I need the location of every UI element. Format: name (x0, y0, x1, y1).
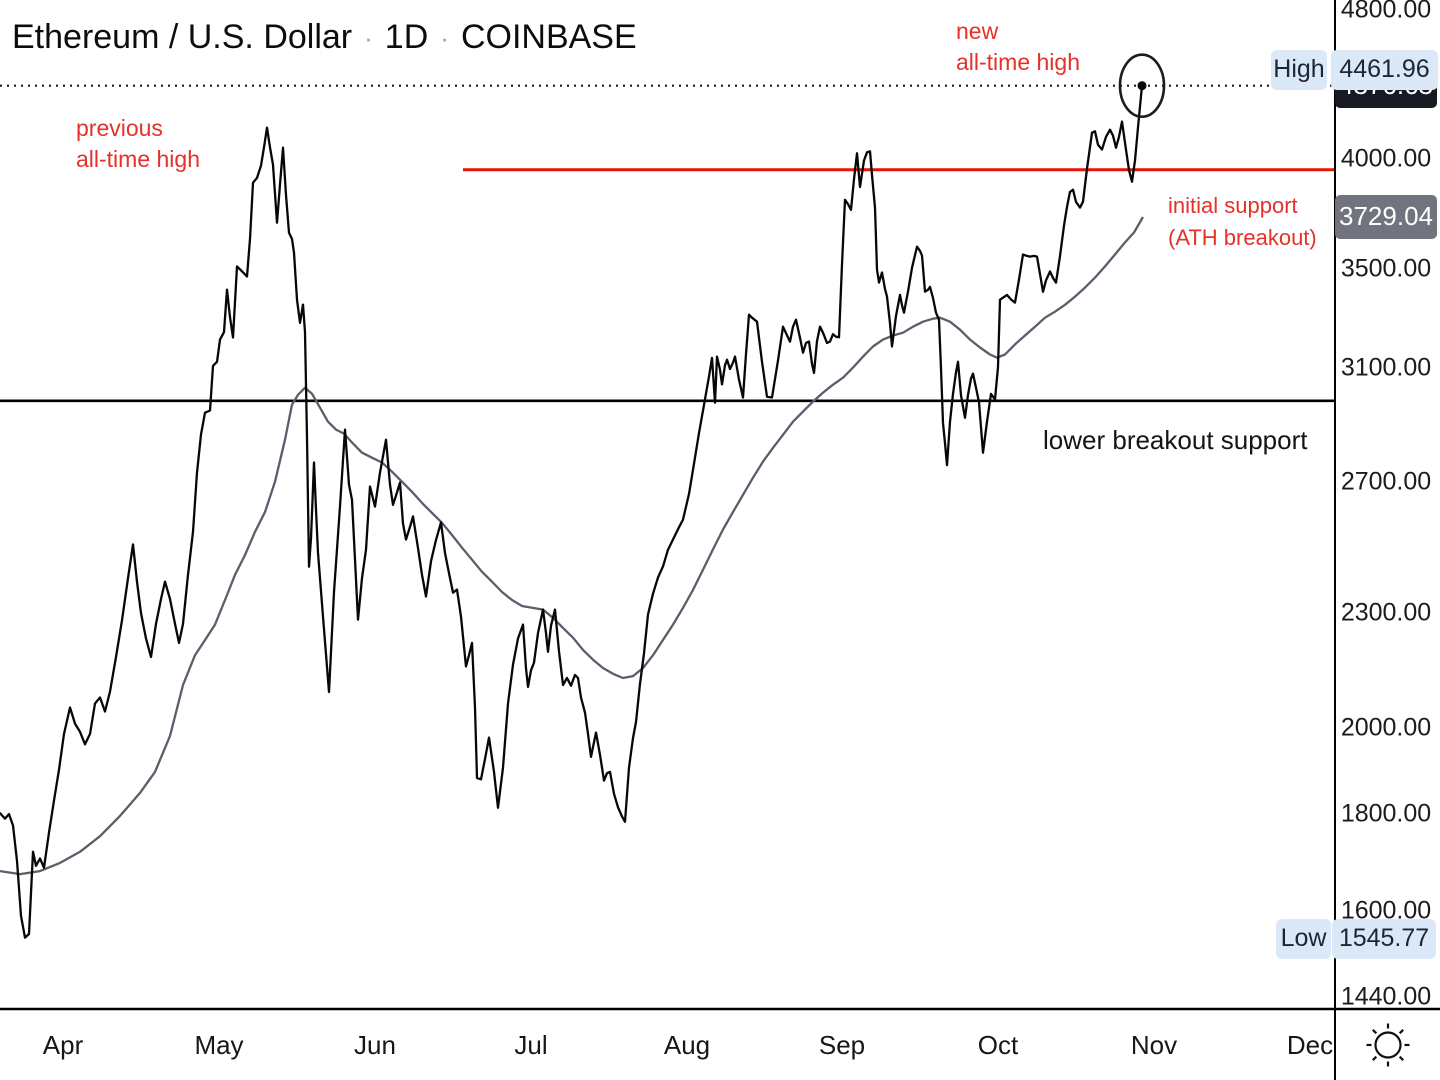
price-tick-label: 1800.00 (1340, 799, 1432, 828)
month-label-jul[interactable]: Jul (514, 1030, 548, 1060)
interval-label[interactable]: 1D (384, 18, 429, 56)
price-tick-label: 4000.00 (1340, 144, 1432, 173)
title-separator-icon: · (364, 22, 373, 53)
price-tick-label: 2700.00 (1340, 467, 1432, 496)
low-name-pill: Low (1276, 918, 1331, 959)
month-label-apr[interactable]: Apr (42, 1030, 84, 1060)
moving-average-line[interactable] (0, 216, 1144, 876)
previous-ath-annotation: previous all-time high (76, 115, 200, 172)
initial-support-annotation: initial support (ATH breakout) (1168, 193, 1317, 250)
last-price-dot (1137, 81, 1147, 91)
exchange-label[interactable]: COINBASE (460, 18, 637, 56)
lower-breakout-support-annotation: lower breakout support (1043, 425, 1308, 455)
price-tick-label: 2300.00 (1340, 598, 1432, 627)
price-tick-label: 4800.00 (1340, 0, 1432, 24)
month-label-aug[interactable]: Aug (663, 1030, 711, 1060)
month-label-dec[interactable]: Dec (1286, 1030, 1334, 1060)
month-label-jun[interactable]: Jun (354, 1030, 396, 1060)
month-label-nov[interactable]: Nov (1130, 1030, 1178, 1060)
ma-value-label: 3729.04 (1335, 194, 1437, 239)
price-tick-label: 1440.00 (1340, 982, 1432, 1011)
high-value-pill: 4461.96 (1331, 49, 1438, 90)
new-ath-annotation: new all-time high (956, 18, 1080, 75)
price-line[interactable] (0, 84, 1144, 939)
title-separator-icon: · (440, 22, 449, 53)
month-label-sep[interactable]: Sep (818, 1030, 866, 1060)
month-label-oct[interactable]: Oct (977, 1030, 1019, 1060)
ath-circle-annotation[interactable] (1118, 53, 1166, 118)
low-value-pill: 1545.77 (1332, 918, 1436, 959)
high-name-pill: High (1271, 49, 1327, 90)
price-tick-label: 3500.00 (1340, 254, 1432, 283)
symbol-name[interactable]: Ethereum / U.S. Dollar (12, 18, 353, 56)
symbol-title[interactable]: Ethereum / U.S. Dollar · 1D · COINBASE (12, 18, 637, 57)
price-tick-label: 2000.00 (1340, 713, 1432, 742)
month-label-may[interactable]: May (194, 1030, 244, 1060)
price-tick-label: 3100.00 (1340, 353, 1432, 382)
theme-sun-icon[interactable] (1366, 1023, 1410, 1067)
